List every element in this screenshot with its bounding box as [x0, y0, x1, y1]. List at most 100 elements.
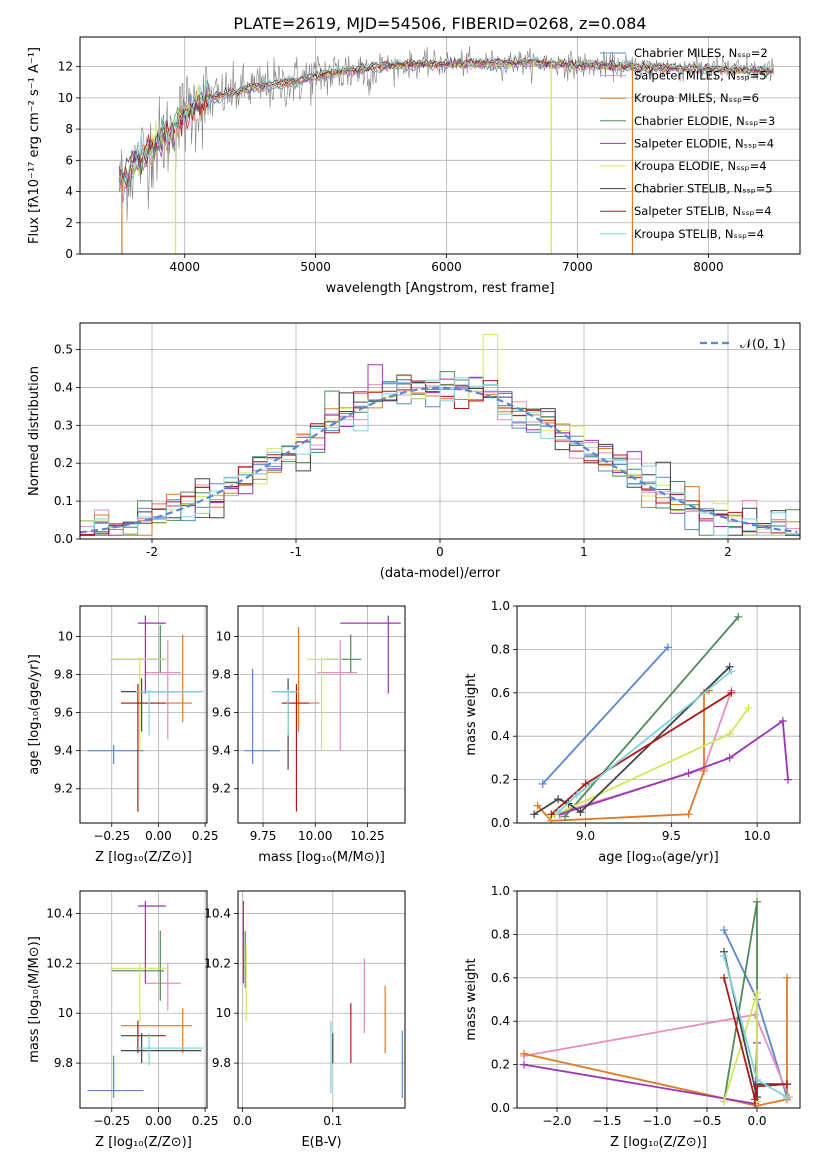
y-tick-label: 10: [58, 1006, 73, 1020]
weight-point: [720, 1097, 728, 1106]
weight-point: [720, 973, 728, 982]
errorbar-salpeter-stelib: [281, 684, 309, 812]
weight-vs-age-plot-area: [530, 612, 792, 823]
y-tick-label: 0.1: [54, 494, 73, 508]
y-tick-label: 9.4: [212, 744, 231, 758]
y-axis-label: mass weight: [464, 958, 479, 1040]
errorbar-kroupa-stelib: [136, 1033, 204, 1066]
y-tick-label: 0.8: [491, 642, 510, 656]
legend-entry: Salpeter MILES, Nₛₛₚ=5: [634, 69, 767, 83]
spectrum-plot-area: [118, 45, 774, 254]
x-tick-label: 0.25: [192, 829, 219, 843]
weight-point: [533, 801, 542, 810]
y-tick-label: 0.2: [54, 456, 73, 470]
x-tick-label: −1.0: [642, 1114, 671, 1128]
weight-point: [778, 717, 787, 726]
weight-point: [720, 926, 728, 935]
mass-vs-ebv-axes: 0.0 0.1 9.8 10 10.2 10.4 E(B-V): [204, 890, 406, 1150]
y-tick-label: 6: [65, 153, 73, 167]
errorbar-kroupa-elodie: [109, 657, 168, 751]
y-tick-label: 10.2: [46, 956, 73, 970]
y-tick-label: 0.6: [491, 686, 510, 700]
model-line-chabrier-stelib: [119, 57, 774, 176]
residuals-plot-area: [80, 333, 800, 539]
x-axis-label: wavelength [Angstrom, rest frame]: [326, 281, 555, 296]
y-tick-label: 9.8: [212, 1056, 231, 1070]
x-tick-label: −0.25: [93, 829, 130, 843]
observed-spectrum-line: [119, 45, 774, 221]
weight-point: [530, 810, 539, 819]
weight-line: [723, 977, 788, 1100]
weight-point: [753, 897, 761, 906]
errorbar-salpeter-miles: [145, 963, 181, 1011]
x-tick-label: 9.75: [250, 829, 277, 843]
x-tick-label: 6000: [431, 260, 462, 274]
y-tick-label: 12: [58, 60, 73, 74]
weight-point: [783, 1080, 791, 1089]
errorbar-kroupa-stelib: [136, 689, 204, 736]
weight-vs-age-axes: 9.0 9.5 10.0 0.0 0.2 0.4 0.6 0.8 1.0 age [log₁₀(a…: [464, 599, 801, 865]
x-tick-label: 0.0: [233, 1114, 252, 1128]
y-tick-label: 10: [58, 629, 73, 643]
legend-entry: Salpeter STELIB, Nₛₛₚ=4: [634, 204, 772, 218]
y-tick-label: 0.0: [491, 1101, 510, 1115]
weight-line: [559, 719, 789, 816]
weight-series-salpeter-elodie: [555, 717, 792, 819]
age-vs-Z-plot-area: [87, 615, 204, 812]
spectrum-legend: Chabrier MILES, Nₛₛₚ=2 Salpeter MILES, Nₛ…: [600, 46, 775, 241]
y-tick-label: 0.4: [54, 380, 73, 394]
weight-point: [547, 810, 556, 819]
weight-vs-Z-plot-area: [520, 897, 793, 1108]
x-axis-label: Z [log₁₀(Z/Z⊙)]: [95, 850, 192, 865]
weight-point: [783, 775, 792, 784]
x-tick-label: 0.00: [145, 1114, 172, 1128]
y-tick-label: 0.0: [54, 532, 73, 546]
weight-point: [554, 808, 563, 817]
residuals-axes: -2 -1 0 1 2 0.0 0.1 0.2 0.3 0.4 0.5 (data-model)/er…: [27, 322, 801, 581]
y-tick-label: 1.0: [491, 884, 510, 898]
y-axis-label: mass weight: [464, 673, 479, 755]
y-tick-label: 0.0: [491, 816, 510, 830]
weight-point: [751, 1095, 759, 1104]
x-tick-label: 0.0: [747, 1114, 766, 1128]
x-tick-label: −0.25: [93, 1114, 130, 1128]
y-tick-label: 9.6: [54, 706, 73, 720]
residuals-legend: 𝒩(0, 1): [700, 336, 786, 351]
y-tick-label: 0.8: [491, 927, 510, 941]
legend-entry: Chabrier STELIB, Nₛₛₚ=5: [634, 182, 773, 196]
model-line-kroupa-stelib: [118, 53, 774, 189]
weight-point: [734, 612, 743, 621]
weight-point: [684, 769, 693, 778]
errorbar-kroupa-miles: [121, 634, 193, 723]
errorbar-kroupa-miles: [121, 1008, 193, 1054]
weight-point: [725, 753, 734, 762]
x-tick-label: 0.25: [192, 1114, 219, 1128]
errorbar-chabrier-miles: [87, 1055, 144, 1099]
spectrum-axes: 4000 5000 6000 7000 8000 0 2 4 6 8 10 12 wavelength …: [27, 36, 801, 296]
legend-entry: Kroupa ELODIE, Nₛₛₚ=4: [634, 159, 767, 173]
x-tick-label: 7000: [562, 260, 593, 274]
x-tick-label: 2: [724, 545, 732, 559]
x-axis-label: Z [log₁₀(Z/Z⊙)]: [95, 1135, 192, 1150]
mass-vs-ebv-plot-area: [242, 900, 403, 1099]
x-tick-label: 0.00: [145, 829, 172, 843]
x-tick-label: 9.0: [576, 829, 595, 843]
x-tick-label: −1.5: [592, 1114, 621, 1128]
weight-series-salpeter-stelib: [720, 973, 791, 1104]
weight-series-salpeter-stelib: [547, 688, 736, 819]
weight-line: [523, 1042, 758, 1105]
x-axis-label: (data-model)/error: [380, 566, 501, 581]
y-tick-label: 0.6: [491, 971, 510, 985]
weight-point: [783, 973, 791, 982]
weight-point: [725, 730, 734, 739]
x-axis-label: E(B-V): [301, 1135, 341, 1150]
errorbar-kroupa-elodie: [109, 963, 168, 1024]
errorbar-salpeter-elodie: [137, 900, 166, 984]
legend-entry: Kroupa STELIB, Nₛₛₚ=4: [634, 227, 764, 241]
weight-line: [723, 955, 788, 1098]
legend-entry: 𝒩(0, 1): [740, 336, 786, 351]
x-axis-label: mass [log₁₀(M/M⊙)]: [258, 850, 385, 865]
y-tick-label: 0.3: [54, 418, 73, 432]
x-tick-label: −2.0: [542, 1114, 571, 1128]
